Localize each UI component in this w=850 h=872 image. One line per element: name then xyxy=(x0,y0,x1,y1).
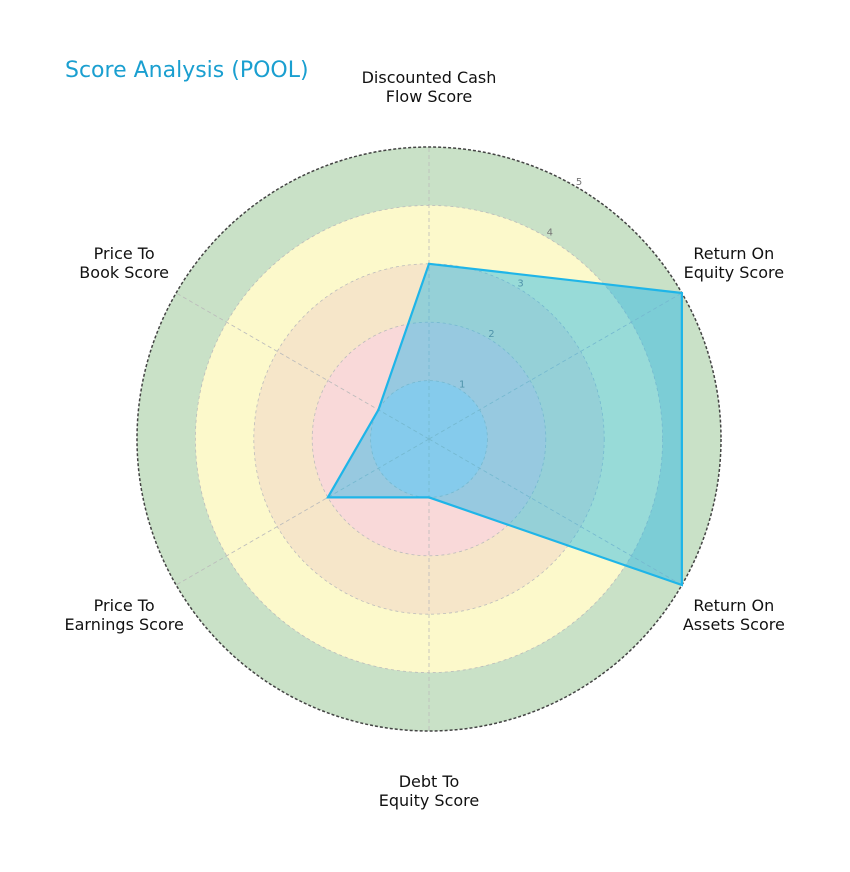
grid-circle xyxy=(311,321,547,557)
r-tick-label: 1 xyxy=(459,379,465,390)
r-tick-label: 4 xyxy=(547,228,553,239)
category-label: Price To Book Score xyxy=(79,244,170,282)
category-label: Discounted Cash Flow Score xyxy=(361,68,497,106)
r-tick-label: 5 xyxy=(576,177,582,188)
r-tick-label: 3 xyxy=(517,278,523,289)
category-label: Price To Earnings Score xyxy=(64,596,184,634)
category-label: Return On Assets Score xyxy=(682,596,785,634)
category-label: Return On Equity Score xyxy=(683,244,785,282)
series-area xyxy=(325,262,683,587)
r-tick-label: 2 xyxy=(488,329,494,340)
chart-title: Score Analysis (POOL) xyxy=(65,58,309,83)
grid-circle xyxy=(136,146,722,732)
category-label: Debt To Equity Score xyxy=(378,772,480,810)
grid-circle xyxy=(253,263,605,615)
